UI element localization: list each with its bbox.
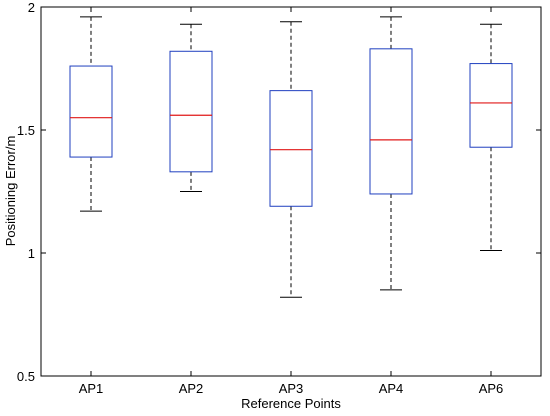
x-axis-title: Reference Points xyxy=(241,396,341,411)
iqr-box xyxy=(269,90,313,207)
y-tick-label: 0.5 xyxy=(17,369,35,384)
iqr-box xyxy=(169,50,213,173)
x-tick-label: AP6 xyxy=(479,381,504,396)
box-ap3 xyxy=(269,21,313,298)
x-tick-label: AP3 xyxy=(279,381,304,396)
iqr-box xyxy=(369,48,413,195)
plot-area xyxy=(40,6,542,377)
x-tick-label: AP4 xyxy=(379,381,404,396)
y-axis: 0.5 1 1.5 2 xyxy=(17,0,541,384)
box-ap1 xyxy=(69,16,113,212)
box-series xyxy=(69,16,513,298)
box-ap2 xyxy=(169,23,213,192)
y-tick-label: 1.5 xyxy=(17,123,35,138)
x-tick-label: AP1 xyxy=(79,381,104,396)
y-axis-title: Positioning Error/m xyxy=(3,136,18,247)
iqr-box xyxy=(69,65,113,158)
iqr-box xyxy=(469,63,513,148)
y-tick-label: 1 xyxy=(28,246,35,261)
box-ap4 xyxy=(369,16,413,291)
x-axis: AP1 AP2 AP3 AP4 AP6 xyxy=(79,7,504,396)
y-tick-label: 2 xyxy=(28,0,35,15)
box-ap6 xyxy=(469,23,513,252)
x-tick-label: AP2 xyxy=(179,381,204,396)
